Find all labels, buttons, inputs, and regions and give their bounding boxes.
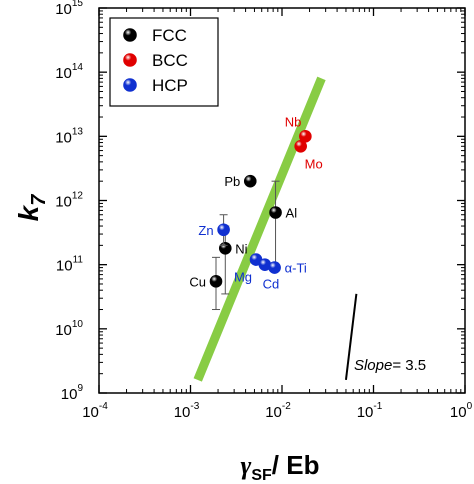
- y-tick-base: 10: [61, 386, 78, 403]
- y-tick-label: 1011: [56, 255, 84, 275]
- legend-marker-FCC: [123, 28, 137, 42]
- y-tick-exp: 12: [72, 191, 84, 202]
- y-tick-exp: 9: [77, 383, 83, 394]
- slope-value: = 3.5: [392, 357, 426, 374]
- y-tick-label: 1014: [55, 62, 83, 82]
- legend-label-FCC: FCC: [152, 26, 187, 45]
- x-tick-label: 10-3: [174, 401, 200, 421]
- y-tick-exp: 11: [73, 255, 84, 266]
- x-axis-label-sub: SF: [251, 467, 272, 484]
- x-axis-label-rest: / Eb: [272, 450, 320, 480]
- point-label-Cd: Cd: [263, 277, 280, 292]
- legend-marker-BCC: [123, 53, 137, 67]
- point-label-Cu: Cu: [189, 274, 206, 289]
- point-label-Pb: Pb: [224, 174, 240, 189]
- y-tick-base: 10: [55, 1, 72, 18]
- data-point-Zn: [217, 223, 230, 237]
- y-tick-base: 10: [55, 194, 72, 211]
- legend-marker-HCP: [123, 78, 137, 92]
- x-axis-label: γSF/ Eb: [241, 450, 320, 484]
- data-point-Ni: [218, 241, 232, 255]
- y-tick-exp: 15: [72, 0, 84, 9]
- x-tick-label: 10-1: [357, 401, 383, 421]
- point-label-Nb: Nb: [285, 114, 302, 129]
- slope-line: [344, 293, 358, 381]
- y-tick-label: 1013: [55, 126, 83, 146]
- x-tick-label: 10-2: [265, 401, 291, 421]
- y-tick-label: 1012: [55, 191, 83, 211]
- x-tick-exp: -2: [282, 401, 291, 412]
- y-tick-label: 1015: [55, 0, 83, 18]
- fit-line: [193, 76, 326, 382]
- x-tick-base: 10: [450, 404, 467, 421]
- y-tick-label: 109: [61, 383, 84, 403]
- x-tick-base: 10: [265, 404, 282, 421]
- point-label-Mg: Mg: [234, 270, 252, 285]
- point-label-Zn: Zn: [198, 223, 213, 238]
- legend-label-HCP: HCP: [152, 76, 188, 95]
- data-point-α-Ti: [268, 261, 281, 274]
- y-tick-base: 10: [55, 65, 72, 82]
- data-point-Cu: [209, 275, 223, 288]
- x-tick-exp: -3: [190, 401, 199, 412]
- y-axis-label-main: k: [13, 204, 44, 221]
- x-tick-exp: -4: [99, 401, 108, 412]
- point-label-α-Ti: α-Ti: [285, 261, 307, 276]
- y-tick-base: 10: [55, 322, 72, 339]
- y-axis-label: k7: [13, 194, 50, 222]
- point-label-Mo: Mo: [305, 156, 323, 171]
- x-tick-label: 10-4: [82, 401, 108, 421]
- y-tick-label: 1010: [55, 319, 83, 339]
- x-axis-label-main: γ: [241, 451, 252, 480]
- x-tick-base: 10: [82, 404, 99, 421]
- y-tick-exp: 14: [72, 62, 84, 73]
- y-tick-base: 10: [55, 129, 72, 146]
- x-tick-exp: 0: [467, 401, 473, 412]
- y-tick-exp: 10: [72, 319, 84, 330]
- slope-word: Slope: [354, 357, 392, 374]
- y-tick-base: 10: [56, 258, 73, 275]
- slope-label: Slope= 3.5: [354, 357, 426, 374]
- x-tick-base: 10: [174, 404, 191, 421]
- point-label-Ni: Ni: [235, 241, 247, 256]
- data-point-Al: [269, 206, 282, 219]
- x-tick-exp: -1: [373, 401, 382, 412]
- point-label-Al: Al: [286, 206, 298, 221]
- data-point-Mo: [294, 139, 307, 153]
- x-tick-base: 10: [357, 404, 374, 421]
- x-tick-label: 100: [450, 401, 473, 421]
- legend-label-BCC: BCC: [152, 51, 188, 70]
- data-point-Pb: [243, 174, 257, 188]
- legend: FCC BCC HCP: [109, 17, 219, 107]
- y-axis-label-sub: 7: [28, 194, 50, 206]
- y-tick-exp: 13: [72, 126, 84, 137]
